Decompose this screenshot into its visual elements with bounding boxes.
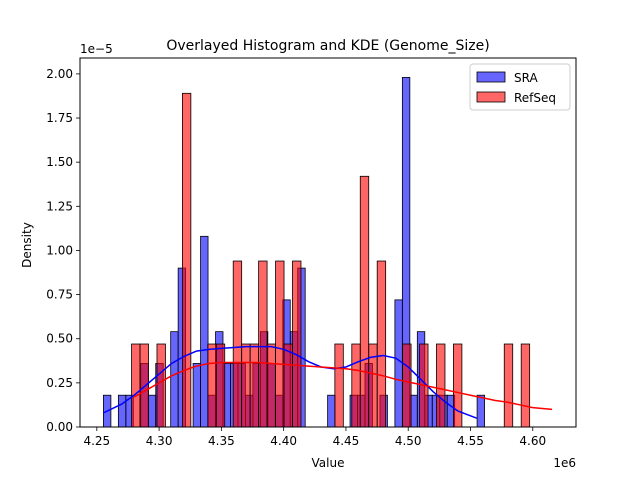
- x-tick-label: 4.45: [333, 434, 360, 448]
- refseq-bar: [156, 343, 166, 428]
- x-tick-label: 4.55: [457, 434, 484, 448]
- refseq-bar: [232, 260, 243, 428]
- sra-bar: [117, 394, 127, 428]
- y-tick-label: 1.50: [46, 155, 73, 169]
- refseq-bar: [181, 92, 192, 428]
- sra-bar: [327, 394, 336, 428]
- y-tick-label: 1.75: [46, 111, 73, 125]
- sra-bar: [394, 299, 403, 428]
- x-tick-label: 4.30: [146, 434, 173, 448]
- sra-bar: [147, 394, 157, 428]
- refseq-bar: [520, 343, 531, 428]
- refseq-bar: [275, 260, 285, 428]
- sra-legend-swatch: [476, 71, 506, 83]
- y-tick-label: 0.00: [46, 420, 73, 434]
- y-tick-label: 1.00: [46, 243, 73, 257]
- x-tick-label: 4.50: [395, 434, 422, 448]
- refseq-legend-swatch: [476, 91, 506, 103]
- y-tick-label: 0.50: [46, 332, 73, 346]
- refseq-bar: [266, 343, 276, 428]
- y-axis-label: Density: [20, 222, 34, 268]
- sra-bar: [192, 363, 201, 428]
- x-tick-label: 4.35: [208, 434, 235, 448]
- refseq-bar: [334, 343, 344, 428]
- y-tick-label: 1.25: [46, 199, 73, 213]
- refseq-bar: [207, 343, 217, 428]
- refseq-bar: [351, 343, 361, 428]
- sra-kde-line: [103, 345, 477, 419]
- x-tick-label: 4.60: [519, 434, 546, 448]
- legend: SRA RefSeq: [469, 63, 571, 111]
- refseq-bar: [292, 260, 302, 428]
- refseq-kde-line: [133, 361, 553, 411]
- kde-lines: [103, 345, 553, 419]
- x-axis-ticks: 4.25 4.30 4.35 4.40 4.45 4.50 4.55 4.60: [83, 427, 546, 448]
- y-tick-label: 0.75: [46, 288, 73, 302]
- sra-bar: [200, 235, 209, 428]
- refseq-bar: [359, 175, 370, 428]
- x-tick-label: 4.40: [270, 434, 297, 448]
- chart-title: Overlayed Histogram and KDE (Genome_Size…: [166, 38, 489, 54]
- y-axis-offset-text: 1e−5: [80, 42, 113, 56]
- refseq-bar: [258, 260, 268, 428]
- x-axis-label: Value: [312, 456, 345, 470]
- sra-legend-label: SRA: [514, 71, 538, 85]
- y-axis-ticks: 0.00 0.25 0.50 0.75 1.00 1.25 1.50 1.75 2.00: [46, 67, 80, 434]
- refseq-bar: [453, 343, 463, 428]
- refseq-bar: [131, 343, 141, 428]
- refseq-bar: [402, 343, 412, 428]
- refseq-bar: [283, 343, 293, 428]
- refseq-bar: [215, 343, 226, 428]
- y-tick-label: 2.00: [46, 67, 73, 81]
- refseq-bar: [139, 343, 149, 428]
- sra-bar: [476, 394, 485, 428]
- sra-bar: [170, 331, 179, 428]
- refseq-legend-label: RefSeq: [514, 91, 556, 105]
- x-axis-offset-text: 1e6: [553, 456, 576, 470]
- refseq-bar: [503, 343, 514, 428]
- axes-frame: [79, 57, 577, 428]
- x-tick-label: 4.25: [83, 434, 110, 448]
- refseq-bar: [376, 260, 387, 428]
- y-tick-label: 0.25: [46, 376, 73, 390]
- refseq-bar: [249, 343, 260, 428]
- refseq-bar: [241, 343, 251, 428]
- refseq-bar: [436, 343, 446, 428]
